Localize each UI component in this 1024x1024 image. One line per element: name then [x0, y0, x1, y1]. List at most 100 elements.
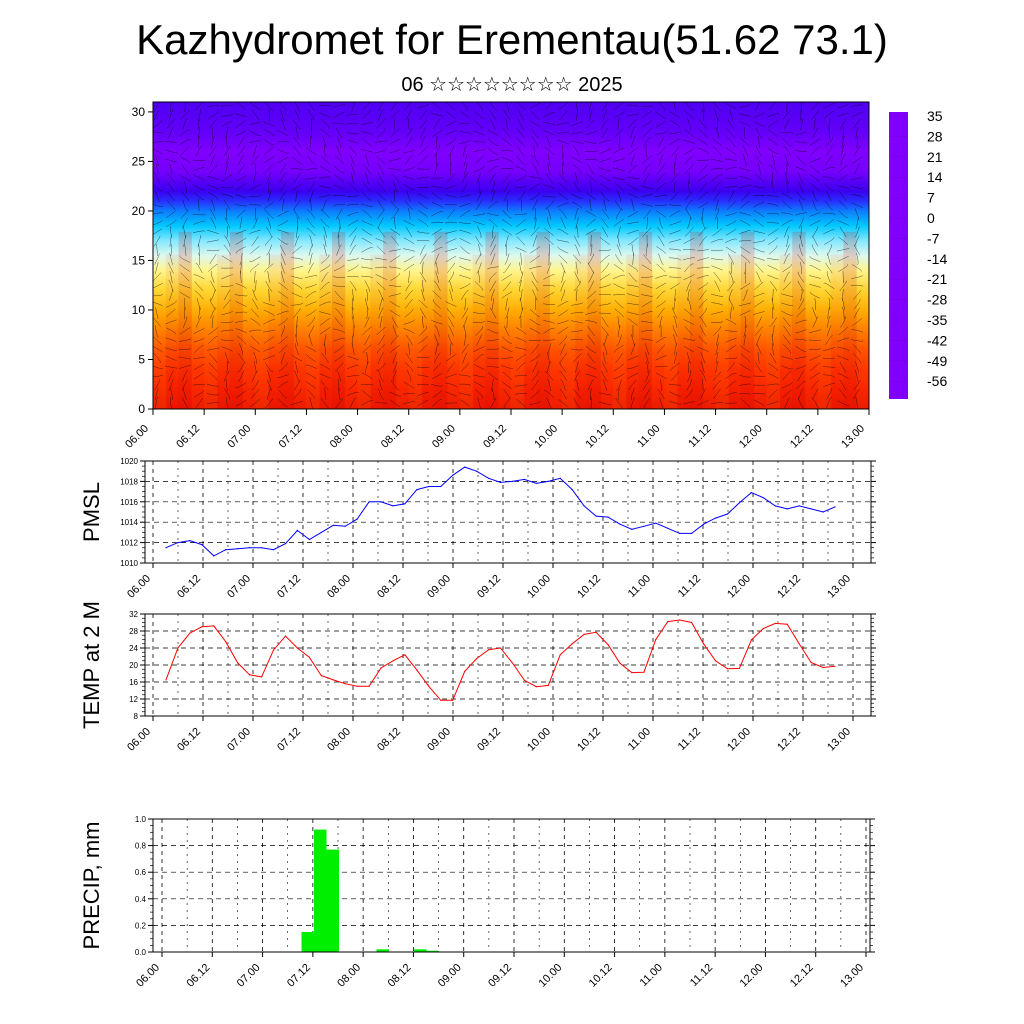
precip-y-tick-label: 0.2	[135, 921, 147, 930]
wind-line	[795, 338, 808, 342]
heatmap-cell	[715, 306, 729, 409]
wind-line	[795, 130, 807, 136]
wind-line	[645, 144, 648, 158]
wind-line	[809, 291, 821, 299]
wind-line	[418, 219, 428, 227]
wind-line	[320, 218, 330, 228]
wind-line	[448, 145, 454, 157]
wind-line	[220, 186, 234, 188]
wind-line	[641, 320, 653, 324]
temp-point	[440, 699, 442, 701]
wind-line	[850, 104, 864, 107]
wind-line	[630, 343, 636, 355]
wind-line	[740, 398, 750, 408]
pmsl-point	[416, 489, 418, 491]
wind-line	[598, 294, 612, 296]
temp-point	[380, 667, 382, 669]
pmsl-x-tick-label: 07.12	[275, 573, 303, 601]
pmsl-x-tick-label: 07.00	[225, 573, 253, 601]
wind-line	[374, 266, 388, 269]
pmsl-point	[440, 485, 442, 488]
wind-line	[725, 356, 738, 360]
wind-line	[726, 362, 736, 372]
pmsl-point	[272, 549, 275, 551]
wind-line	[739, 363, 751, 371]
wind-line	[459, 238, 471, 244]
wind-line	[403, 166, 415, 172]
wind-line	[715, 352, 719, 364]
precip-bar	[414, 949, 427, 952]
heatmap-x-tick-label: 07.00	[225, 423, 253, 451]
wind-line	[501, 149, 514, 153]
wind-line	[365, 154, 369, 167]
wind-line	[753, 230, 766, 234]
wind-line	[362, 138, 372, 147]
wind-line	[559, 370, 567, 381]
wind-line	[823, 374, 836, 378]
wind-line	[197, 135, 201, 148]
wind-line	[711, 238, 724, 243]
wind-line	[503, 181, 511, 193]
wind-line	[682, 338, 695, 342]
wind-line	[392, 370, 397, 382]
wind-line	[179, 139, 191, 145]
heatmap-cell	[690, 231, 704, 409]
wind-line	[333, 328, 345, 334]
wind-line	[543, 327, 555, 334]
wind-line	[702, 108, 704, 122]
wind-line	[585, 228, 597, 236]
wind-line	[376, 326, 386, 336]
wind-line	[687, 351, 691, 364]
wind-line	[390, 335, 400, 345]
wind-line	[585, 140, 598, 144]
wind-line	[458, 122, 472, 125]
temp-point	[655, 638, 657, 641]
pmsl-point	[834, 506, 836, 508]
wind-line	[305, 301, 317, 307]
wind-line	[319, 327, 331, 335]
heatmap-x-tick-label: 09.00	[430, 423, 458, 451]
wind-line	[823, 237, 835, 245]
wind-line	[599, 392, 612, 396]
wind-line	[165, 149, 178, 153]
wind-line	[697, 275, 709, 279]
wind-line	[615, 353, 623, 364]
wind-line	[220, 321, 234, 323]
wind-line	[529, 183, 541, 190]
wind-line	[207, 401, 220, 405]
wind-line	[628, 165, 638, 173]
wind-line	[728, 271, 734, 283]
wind-line	[305, 346, 317, 352]
heatmap-x-tick-label: 07.12	[277, 423, 305, 451]
wind-line	[208, 111, 219, 119]
pmsl-point	[810, 508, 812, 510]
wind-line	[740, 201, 750, 209]
wind-line	[726, 381, 736, 389]
pmsl-point	[261, 547, 263, 549]
wind-line	[601, 102, 609, 112]
wind-line	[391, 102, 398, 111]
wind-line	[514, 375, 528, 377]
temp-x-tick-label: 10.12	[575, 726, 603, 754]
wind-line	[754, 173, 764, 182]
wind-line	[514, 213, 528, 215]
wind-line	[263, 129, 275, 137]
wind-line	[641, 300, 653, 308]
wind-line	[796, 191, 806, 201]
wind-line	[617, 117, 621, 130]
wind-line	[668, 276, 682, 278]
wind-line	[475, 235, 483, 247]
wind-line	[361, 372, 373, 380]
temp-point	[201, 626, 203, 628]
wind-line	[826, 388, 833, 400]
wind-line	[784, 226, 790, 238]
heatmap-cell	[255, 306, 269, 409]
wind-line	[795, 346, 807, 353]
wind-line	[599, 139, 611, 144]
heatmap-x-tick-label: 11.12	[686, 423, 713, 450]
wind-line	[547, 163, 551, 176]
wind-line	[808, 284, 821, 288]
wind-line	[264, 263, 274, 273]
wind-line	[179, 174, 191, 182]
wind-line	[278, 344, 288, 354]
